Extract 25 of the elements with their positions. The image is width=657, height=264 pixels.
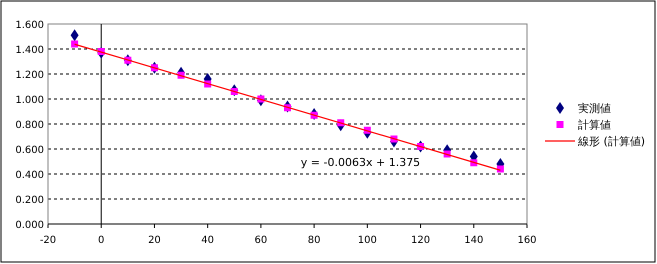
x-tick-label: 80 — [308, 235, 320, 246]
legend-label: 実測値 — [578, 102, 611, 115]
y-tick-label: 1.200 — [15, 70, 44, 81]
y-tick-label: 0.800 — [15, 120, 44, 131]
y-tick-label: 0.000 — [15, 220, 44, 231]
y-tick-label: 0.400 — [15, 170, 44, 181]
x-tick-label: 20 — [148, 235, 161, 246]
y-tick-label: 1.600 — [15, 20, 44, 31]
legend-label: 線形 (計算値) — [577, 135, 646, 148]
x-tick-label: 0 — [98, 235, 104, 246]
y-tick-label: 1.400 — [15, 45, 44, 56]
x-tick-label: 40 — [201, 235, 214, 246]
x-tick-label: -20 — [40, 235, 56, 246]
x-tick-label: 120 — [411, 235, 430, 246]
legend-label: 計算値 — [578, 118, 611, 132]
x-tick-label: 100 — [358, 235, 377, 246]
x-tick-label: 60 — [254, 235, 268, 246]
point — [496, 166, 504, 172]
annotation: y = -0.0063x + 1.375 — [300, 156, 420, 169]
y-tick-label: 0.600 — [15, 145, 44, 156]
y-tick-label: 0.200 — [15, 195, 44, 206]
y-tick-label: 1.000 — [15, 95, 44, 106]
x-tick-label: 160 — [517, 235, 537, 246]
x-tick-label: 140 — [464, 235, 484, 246]
point — [71, 40, 78, 48]
